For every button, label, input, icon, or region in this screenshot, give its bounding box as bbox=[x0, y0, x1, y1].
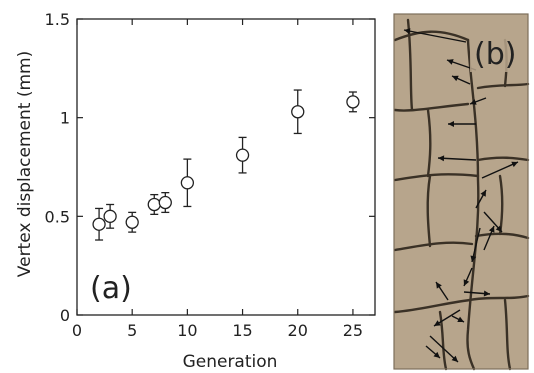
crack-line bbox=[476, 82, 530, 90]
crack-line bbox=[503, 298, 512, 371]
data-point bbox=[147, 197, 161, 212]
displacement-arrow bbox=[403, 29, 467, 43]
arrow-head bbox=[447, 59, 454, 65]
x-tick-label: 20 bbox=[288, 321, 308, 340]
arrow-head bbox=[480, 190, 486, 197]
y-axis-label: Vertex displacement (mm) bbox=[15, 51, 35, 277]
arrow-head bbox=[483, 290, 490, 297]
arrow-head bbox=[488, 226, 495, 233]
crack-line bbox=[393, 30, 470, 42]
crack-line bbox=[466, 38, 480, 371]
y-tick-label: 1 bbox=[60, 109, 70, 128]
arrow-head bbox=[511, 161, 518, 168]
crack-line bbox=[468, 294, 530, 302]
y-axis-ticks: 0 0.5 1 1.5 bbox=[45, 10, 375, 325]
data-point bbox=[180, 176, 195, 190]
y-tick-label: 0.5 bbox=[45, 207, 70, 226]
photo-frame bbox=[393, 13, 529, 370]
x-tick-label: 5 bbox=[127, 321, 137, 340]
panel-b-photo: (b) bbox=[393, 13, 530, 371]
arrow-head bbox=[470, 99, 477, 105]
arrow-head bbox=[495, 225, 502, 232]
arrow-head bbox=[451, 355, 458, 362]
panel-b-label: (b) bbox=[474, 37, 516, 72]
arrow-head bbox=[452, 75, 459, 82]
data-point bbox=[291, 105, 305, 119]
data-point bbox=[158, 195, 172, 210]
y-tick-label: 0 bbox=[60, 306, 70, 325]
y-tick-label: 1.5 bbox=[45, 10, 70, 29]
crack-line bbox=[393, 102, 470, 112]
arrow-head bbox=[470, 255, 477, 262]
crack-line bbox=[438, 310, 448, 371]
crack-line bbox=[426, 174, 432, 248]
crack-line bbox=[476, 156, 530, 162]
displacement-arrow bbox=[437, 157, 477, 161]
crack-line bbox=[393, 298, 472, 314]
data-point bbox=[103, 209, 117, 223]
arrow-head bbox=[436, 282, 442, 289]
displacement-arrow bbox=[429, 335, 459, 363]
crack-line bbox=[474, 232, 530, 240]
data-point bbox=[346, 95, 360, 109]
data-point bbox=[235, 148, 250, 162]
displacement-arrow bbox=[481, 161, 519, 179]
x-axis-label: Generation bbox=[183, 352, 278, 372]
arrow-head bbox=[404, 28, 411, 35]
x-tick-label: 25 bbox=[343, 321, 363, 340]
crack-line bbox=[393, 241, 474, 252]
panel-a-label: (a) bbox=[90, 271, 132, 306]
arrow-head bbox=[463, 279, 470, 286]
data-points bbox=[92, 89, 360, 241]
arrow-head bbox=[448, 121, 454, 127]
plot-area bbox=[76, 18, 376, 316]
x-axis-ticks: 0 5 10 15 20 25 bbox=[72, 19, 363, 340]
panel-b-label-bg bbox=[470, 32, 526, 72]
arrow-head bbox=[434, 320, 441, 326]
data-point bbox=[92, 217, 106, 231]
crack-line bbox=[393, 173, 480, 182]
plot-frame bbox=[76, 18, 376, 316]
arrow-head bbox=[438, 155, 445, 162]
arrow-head bbox=[457, 316, 464, 322]
x-tick-label: 0 bbox=[72, 321, 82, 340]
displacement-arrows bbox=[403, 28, 519, 363]
data-point bbox=[125, 215, 139, 229]
x-tick-label: 10 bbox=[177, 321, 197, 340]
arrow-head bbox=[433, 351, 440, 358]
x-tick-label: 15 bbox=[232, 321, 252, 340]
crack-line bbox=[426, 108, 432, 178]
